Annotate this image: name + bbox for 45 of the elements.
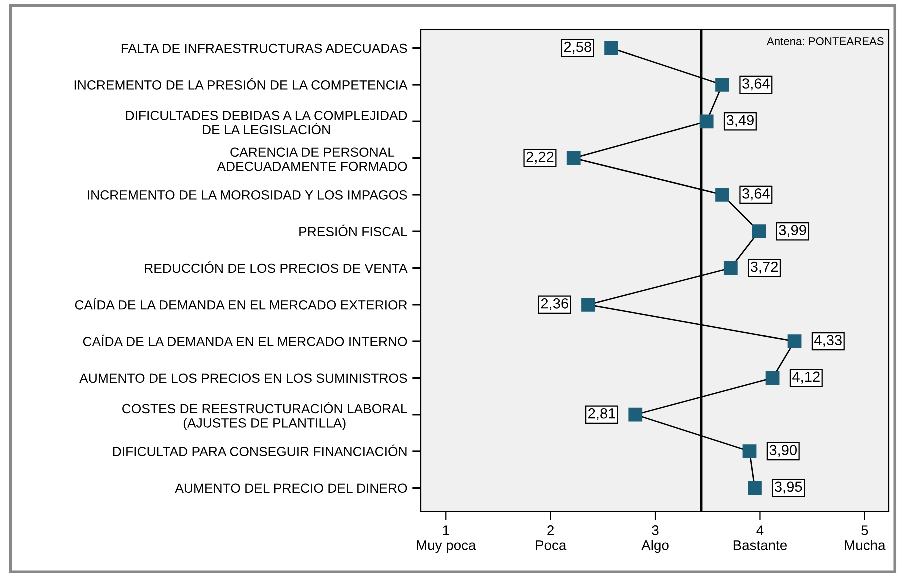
point xyxy=(628,408,643,422)
y-tick-label: DIFICULTAD PARA CONSEGUIR FINANCIACIÓN xyxy=(113,444,407,456)
data-label: 3,90 xyxy=(770,445,798,458)
data-label: 3,95 xyxy=(774,482,802,494)
point xyxy=(582,298,596,312)
data-label: 2,36 xyxy=(541,298,568,311)
y-tick-label: CAÍDA DE LA DEMANDA EN EL MERCADO EXTERIOR xyxy=(75,298,408,310)
x-tick-label: 3 Algo xyxy=(642,526,669,554)
point xyxy=(752,224,766,239)
y-tick-label: COSTES DE REESTRUCTURACIÓN LABORAL (AJUSTES DE PLANTILLA) xyxy=(122,402,408,430)
data-label: 3,64 xyxy=(742,78,770,91)
x-tick-label: 4 Bastante xyxy=(734,526,788,550)
y-tick-label: INCREMENTO DE LA PRESIÓN DE LA COMPETENCIA xyxy=(74,78,408,90)
data-label: 4,12 xyxy=(792,372,820,384)
point xyxy=(748,481,762,496)
data-label: 3,72 xyxy=(750,262,778,274)
data-label: 2,22 xyxy=(526,152,554,164)
y-tick-label: FALTA DE INFRAESTRUCTURAS ADECUADAS xyxy=(122,44,408,54)
y-tick-label: CARENCIA DE PERSONAL ADECUADAMENTE FORMADO xyxy=(217,148,408,172)
data-label: 3,64 xyxy=(742,188,770,201)
point xyxy=(716,188,730,202)
annotation: Antena: PONTEAREAS xyxy=(767,38,884,46)
y-tick-label: DIFICULTADES DEBIDAS A LA COMPLEJIDAD DE LA LEGISLACIÓN xyxy=(126,111,408,135)
data-label: 2,58 xyxy=(564,42,592,54)
point xyxy=(788,334,802,349)
point xyxy=(766,371,780,386)
data-label: 3,99 xyxy=(779,225,806,238)
data-label: 3,49 xyxy=(726,115,754,128)
point xyxy=(724,261,738,276)
y-tick-label: CAÍDA DE LA DEMANDA EN EL MERCADO INTERNO xyxy=(83,334,408,346)
point xyxy=(700,114,714,129)
x-tick-label: 1 Muy poca xyxy=(417,526,476,554)
y-tick-label: PRESIÓN FISCAL xyxy=(300,224,408,237)
y-tick-label: AUMENTO DE LOS PRECIOS EN LOS SUMINISTROS xyxy=(80,374,408,384)
point xyxy=(604,41,618,56)
data-label: 4,33 xyxy=(814,335,842,348)
y-tick-label: INCREMENTO DE LA MOROSIDAD Y LOS IMPAGOS xyxy=(88,190,408,200)
point xyxy=(716,78,730,92)
data-label: 2,81 xyxy=(588,408,616,421)
point xyxy=(566,151,581,166)
x-tick-label: 5 Mucha xyxy=(845,526,886,550)
y-tick-label: REDUCCIÓN DE LOS PRECIOS DE VENTA xyxy=(145,262,408,274)
point xyxy=(742,444,757,458)
x-tick-label: 2 Poca xyxy=(536,526,567,550)
y-tick-label: AUMENTO DEL PRECIO DEL DINERO xyxy=(175,484,408,494)
